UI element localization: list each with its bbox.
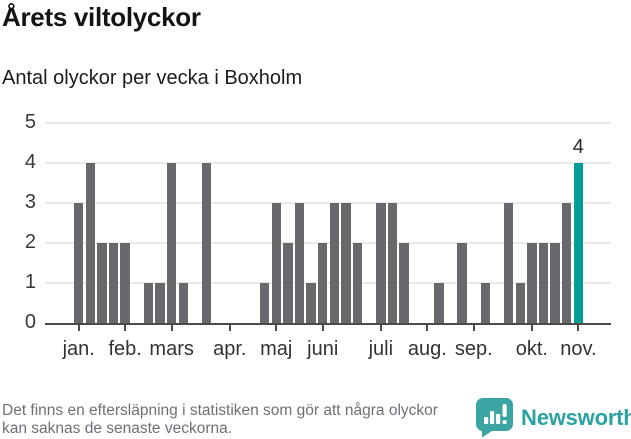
- bar: [515, 283, 525, 323]
- x-axis-tick: [275, 325, 278, 331]
- x-axis-tick: [77, 325, 80, 331]
- bar: [74, 203, 84, 323]
- bar: [434, 283, 444, 323]
- x-axis-month-label: apr.: [213, 338, 247, 360]
- x-axis-line: [45, 323, 611, 325]
- bar: [376, 203, 386, 323]
- bar: [503, 203, 514, 323]
- x-axis-tick: [530, 325, 533, 331]
- x-axis-month-label: aug.: [407, 338, 447, 360]
- y-axis-label: 2: [24, 231, 36, 253]
- x-axis-month-label: juli: [368, 338, 394, 360]
- x-axis-month-label: jan.: [62, 338, 95, 360]
- bar: [155, 283, 165, 323]
- bar: [387, 203, 398, 323]
- x-axis-month-label: sep.: [454, 338, 493, 360]
- y-axis-label: 0: [24, 311, 36, 333]
- bar: [97, 243, 107, 323]
- grid-line: [45, 122, 611, 124]
- bar: [283, 243, 293, 323]
- bar: [166, 163, 177, 323]
- x-axis-tick: [379, 325, 382, 331]
- bar: [201, 163, 212, 323]
- bar: [562, 203, 572, 323]
- bar: [259, 283, 270, 323]
- x-axis-tick: [472, 325, 475, 331]
- x-axis-month-label: mars: [149, 338, 194, 360]
- bar: [108, 243, 119, 323]
- bar: [178, 283, 188, 323]
- grid-line: [45, 162, 611, 164]
- bar: [294, 203, 305, 323]
- bar: [329, 203, 340, 323]
- chart-title: Årets viltolyckor: [2, 2, 201, 32]
- bar: [457, 243, 467, 323]
- grid-line: [45, 282, 611, 284]
- x-axis-tick: [228, 325, 231, 331]
- x-axis-month-label: juni: [307, 338, 339, 360]
- bar-value-label: 4: [572, 136, 584, 158]
- brand-logo: Newsworthy: [476, 398, 631, 438]
- y-axis-label: 3: [24, 191, 36, 213]
- brand-name: Newsworthy: [521, 405, 631, 430]
- x-axis-tick: [577, 325, 580, 331]
- bar: [399, 243, 409, 323]
- bar: [143, 283, 154, 323]
- x-axis-month-label: nov.: [560, 338, 597, 360]
- bar: [271, 203, 281, 323]
- newsworthy-chart-bubble-icon: [476, 398, 513, 438]
- y-axis-label: 4: [24, 151, 36, 173]
- footnote: Det finns en eftersläpning i statistiken…: [2, 402, 438, 437]
- x-axis-tick: [124, 325, 127, 331]
- bar: [480, 283, 491, 323]
- x-axis-month-label: feb.: [108, 338, 142, 360]
- highlighted-bar: [573, 163, 584, 323]
- bar: [341, 203, 351, 323]
- bar: [527, 243, 537, 323]
- y-axis-label: 5: [24, 111, 36, 133]
- chart-subtitle: Antal olyckor per vecka i Boxholm: [2, 67, 303, 89]
- bar: [85, 163, 95, 323]
- bar: [550, 243, 560, 323]
- grid-line: [45, 202, 611, 204]
- x-axis-month-label: okt.: [515, 338, 548, 360]
- grid-line: [45, 242, 611, 244]
- bar: [306, 283, 316, 323]
- bar: [352, 243, 363, 323]
- x-axis-tick: [426, 325, 429, 331]
- bar: [318, 243, 328, 323]
- x-axis-tick: [321, 325, 324, 331]
- bar: [120, 243, 130, 323]
- bar: [538, 243, 549, 323]
- y-axis-label: 1: [24, 271, 36, 293]
- x-axis-tick: [170, 325, 173, 331]
- x-axis-month-label: maj: [260, 338, 293, 360]
